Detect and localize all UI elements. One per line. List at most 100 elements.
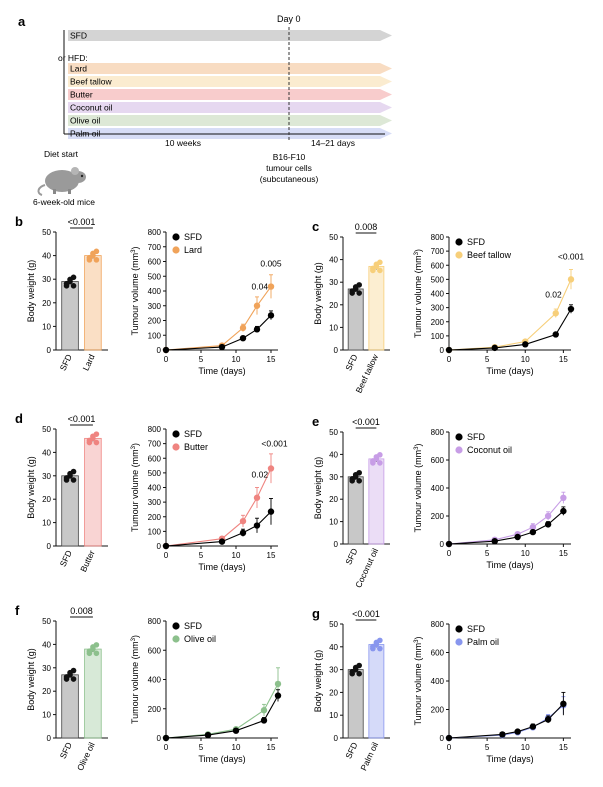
- series-point: [491, 538, 498, 545]
- bar-category-label: SFD: [58, 353, 74, 373]
- bar-y-tick-label: 30: [42, 275, 51, 284]
- series-point: [253, 302, 261, 309]
- bar-sfd: [61, 281, 79, 351]
- line-y-tick-label: 600: [431, 649, 445, 658]
- legend-label: Butter: [184, 442, 208, 452]
- bar-y-tick-label: 40: [329, 256, 338, 265]
- line-y-axis-label-close: ): [130, 443, 140, 446]
- bar-category-label: Olive oil: [75, 741, 97, 773]
- legend-marker: [172, 246, 180, 254]
- line-x-tick-label: 10: [232, 355, 241, 364]
- series-point: [267, 312, 275, 319]
- legend-marker: [455, 638, 463, 646]
- bar-y-axis-label: Body weight (g): [313, 650, 323, 713]
- series-line-e2: [448, 497, 564, 545]
- pvalue-label: <0.001: [68, 414, 96, 424]
- bar-point: [67, 669, 73, 676]
- line-y-tick-label: 300: [148, 498, 162, 507]
- line-y-tick-label: 500: [431, 275, 445, 284]
- bar-y-tick-label: 50: [42, 617, 51, 626]
- bar-y-tick-label: 0: [334, 540, 339, 549]
- bar-y-tick-label: 0: [47, 734, 52, 743]
- bar-point: [63, 475, 70, 481]
- line-x-tick-label: 5: [485, 743, 490, 752]
- line-y-tick-label: 200: [431, 706, 445, 715]
- bar-point: [352, 284, 359, 290]
- bar-y-tick-label: 0: [334, 346, 339, 355]
- series-line-b2: [165, 286, 272, 351]
- line-y-axis-label-close: ): [130, 635, 140, 638]
- diet-arrow-label: Butter: [70, 90, 93, 100]
- series-point: [560, 507, 567, 515]
- series-point: [253, 494, 261, 501]
- line-y-axis-label-main: Tumour volume (mm: [130, 641, 140, 724]
- legend-label: SFD: [184, 429, 203, 439]
- bar-y-tick-label: 20: [42, 495, 51, 504]
- series-point: [514, 728, 521, 735]
- bar-point: [373, 639, 380, 646]
- legend-label: SFD: [467, 432, 486, 442]
- bar-y-tick-label: 30: [42, 472, 51, 481]
- line-y-axis-label-close: ): [413, 443, 423, 446]
- series-point: [260, 707, 268, 714]
- line-x-tick-label: 15: [267, 743, 276, 752]
- series-point: [529, 723, 537, 730]
- line-y-tick-label: 300: [431, 304, 445, 313]
- line-y-axis-label-sup: 3: [414, 446, 420, 450]
- line-y-tick-label: 100: [148, 331, 162, 340]
- panel-letter-d: d: [15, 411, 23, 426]
- or-hfd-label: or HFD:: [58, 53, 88, 63]
- bar-y-tick-label: 50: [329, 233, 338, 242]
- diet-arrow: [68, 30, 392, 41]
- series-point: [239, 335, 247, 342]
- significance-label: 0.02: [252, 469, 269, 479]
- line-y-axis-label-sup: 3: [414, 251, 420, 255]
- diet-arrow-label: SFD: [70, 31, 87, 41]
- series-point: [445, 540, 453, 548]
- panel-letter-a: a: [18, 14, 26, 29]
- line-x-tick-label: 10: [232, 743, 241, 752]
- bar-y-tick-label: 30: [329, 666, 338, 675]
- legend-marker: [172, 622, 180, 630]
- line-x-tick-label: 0: [447, 743, 452, 752]
- pvalue-label: 0.008: [355, 222, 378, 232]
- line-y-axis-label-main: Tumour volume (mm: [413, 450, 423, 533]
- line-y-tick-label: 800: [148, 617, 162, 626]
- series-point: [162, 346, 170, 354]
- line-x-tick-label: 0: [164, 551, 169, 560]
- bar-y-tick-label: 50: [329, 620, 338, 629]
- diet-start-label: Diet start: [44, 149, 79, 159]
- line-y-axis-label-sup: 3: [131, 445, 137, 449]
- line-y-tick-label: 800: [431, 620, 445, 629]
- bar-y-tick-label: 10: [329, 711, 338, 720]
- bar-point: [377, 460, 383, 466]
- line-y-tick-label: 0: [440, 346, 445, 355]
- line-y-tick-label: 400: [431, 484, 445, 493]
- bar-point: [349, 476, 355, 482]
- series-point: [162, 542, 170, 550]
- bar-e: [368, 458, 385, 545]
- line-y-tick-label: 0: [157, 346, 162, 355]
- line-x-tick-label: 0: [447, 549, 452, 558]
- bar-d: [84, 437, 102, 547]
- legend-marker: [172, 430, 180, 438]
- line-x-tick-label: 5: [199, 355, 204, 364]
- legend-label: Beef tallow: [467, 250, 512, 260]
- mice-label: 6-week-old mice: [33, 197, 95, 207]
- bar-category-label: SFD: [343, 547, 359, 567]
- bar-b: [84, 255, 102, 351]
- line-y-tick-label: 600: [431, 261, 445, 270]
- series-point: [267, 508, 275, 515]
- bar-y-tick-label: 10: [42, 519, 51, 528]
- bar-category-label: SFD: [58, 741, 74, 761]
- bar-g: [368, 644, 385, 739]
- line-y-tick-label: 400: [431, 290, 445, 299]
- pvalue-label: <0.001: [352, 609, 380, 619]
- line-y-tick-label: 0: [157, 542, 162, 551]
- bar-point: [370, 643, 376, 650]
- bar-y-tick-label: 20: [329, 301, 338, 310]
- series-line-sfd: [448, 510, 564, 545]
- series-point: [445, 734, 453, 742]
- legend-label: SFD: [184, 232, 203, 242]
